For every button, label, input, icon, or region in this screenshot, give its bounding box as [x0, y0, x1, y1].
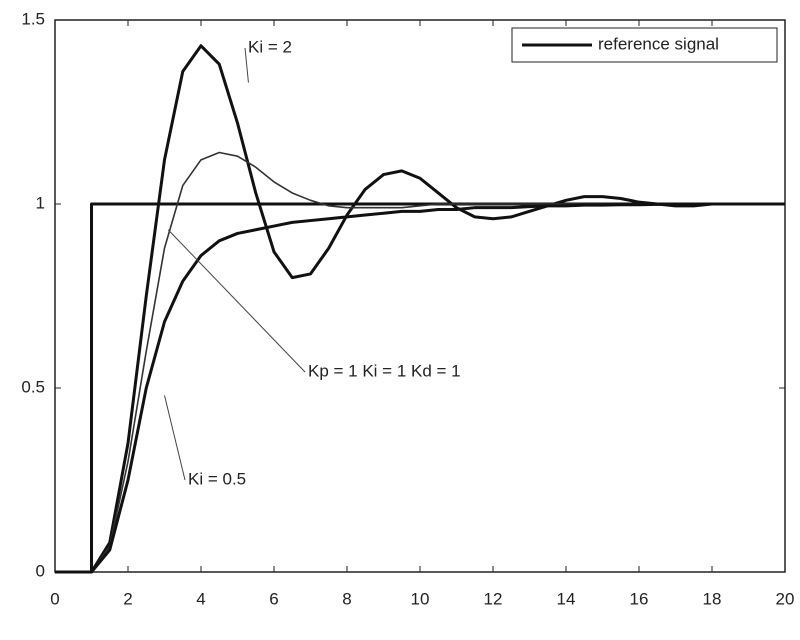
- annotation-leader: [167, 229, 306, 373]
- x-tick-label: 14: [557, 589, 576, 608]
- x-tick-label: 12: [484, 589, 503, 608]
- annotation: Kp = 1 Ki = 1 Kd = 1: [308, 361, 461, 380]
- x-tick-label: 6: [269, 589, 278, 608]
- series-line: [55, 202, 785, 574]
- legend-label: reference signal: [598, 34, 719, 53]
- x-tick-label: 20: [776, 589, 795, 608]
- y-tick-label: 1: [36, 193, 45, 212]
- x-tick-label: 18: [703, 589, 722, 608]
- y-tick-label: 0: [36, 561, 45, 580]
- y-tick-label: 1.5: [21, 9, 45, 28]
- series-line: [55, 44, 785, 574]
- x-tick-label: 16: [630, 589, 649, 608]
- annotation-leader: [164, 395, 186, 481]
- x-tick-label: 10: [411, 589, 430, 608]
- x-tick-label: 8: [342, 589, 351, 608]
- x-tick-label: 4: [196, 589, 205, 608]
- plot-frame: [54, 19, 786, 573]
- annotation-leader: [244, 47, 249, 83]
- annotation: Ki = 0.5: [188, 469, 246, 488]
- x-tick-label: 2: [123, 589, 132, 608]
- x-tick-label: 0: [50, 589, 59, 608]
- series-line: [55, 202, 785, 574]
- y-tick-label: 0.5: [21, 377, 45, 396]
- annotation: Ki = 2: [248, 37, 292, 56]
